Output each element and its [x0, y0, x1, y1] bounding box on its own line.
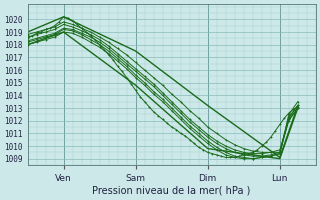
X-axis label: Pression niveau de la mer( hPa ): Pression niveau de la mer( hPa ) — [92, 186, 251, 196]
